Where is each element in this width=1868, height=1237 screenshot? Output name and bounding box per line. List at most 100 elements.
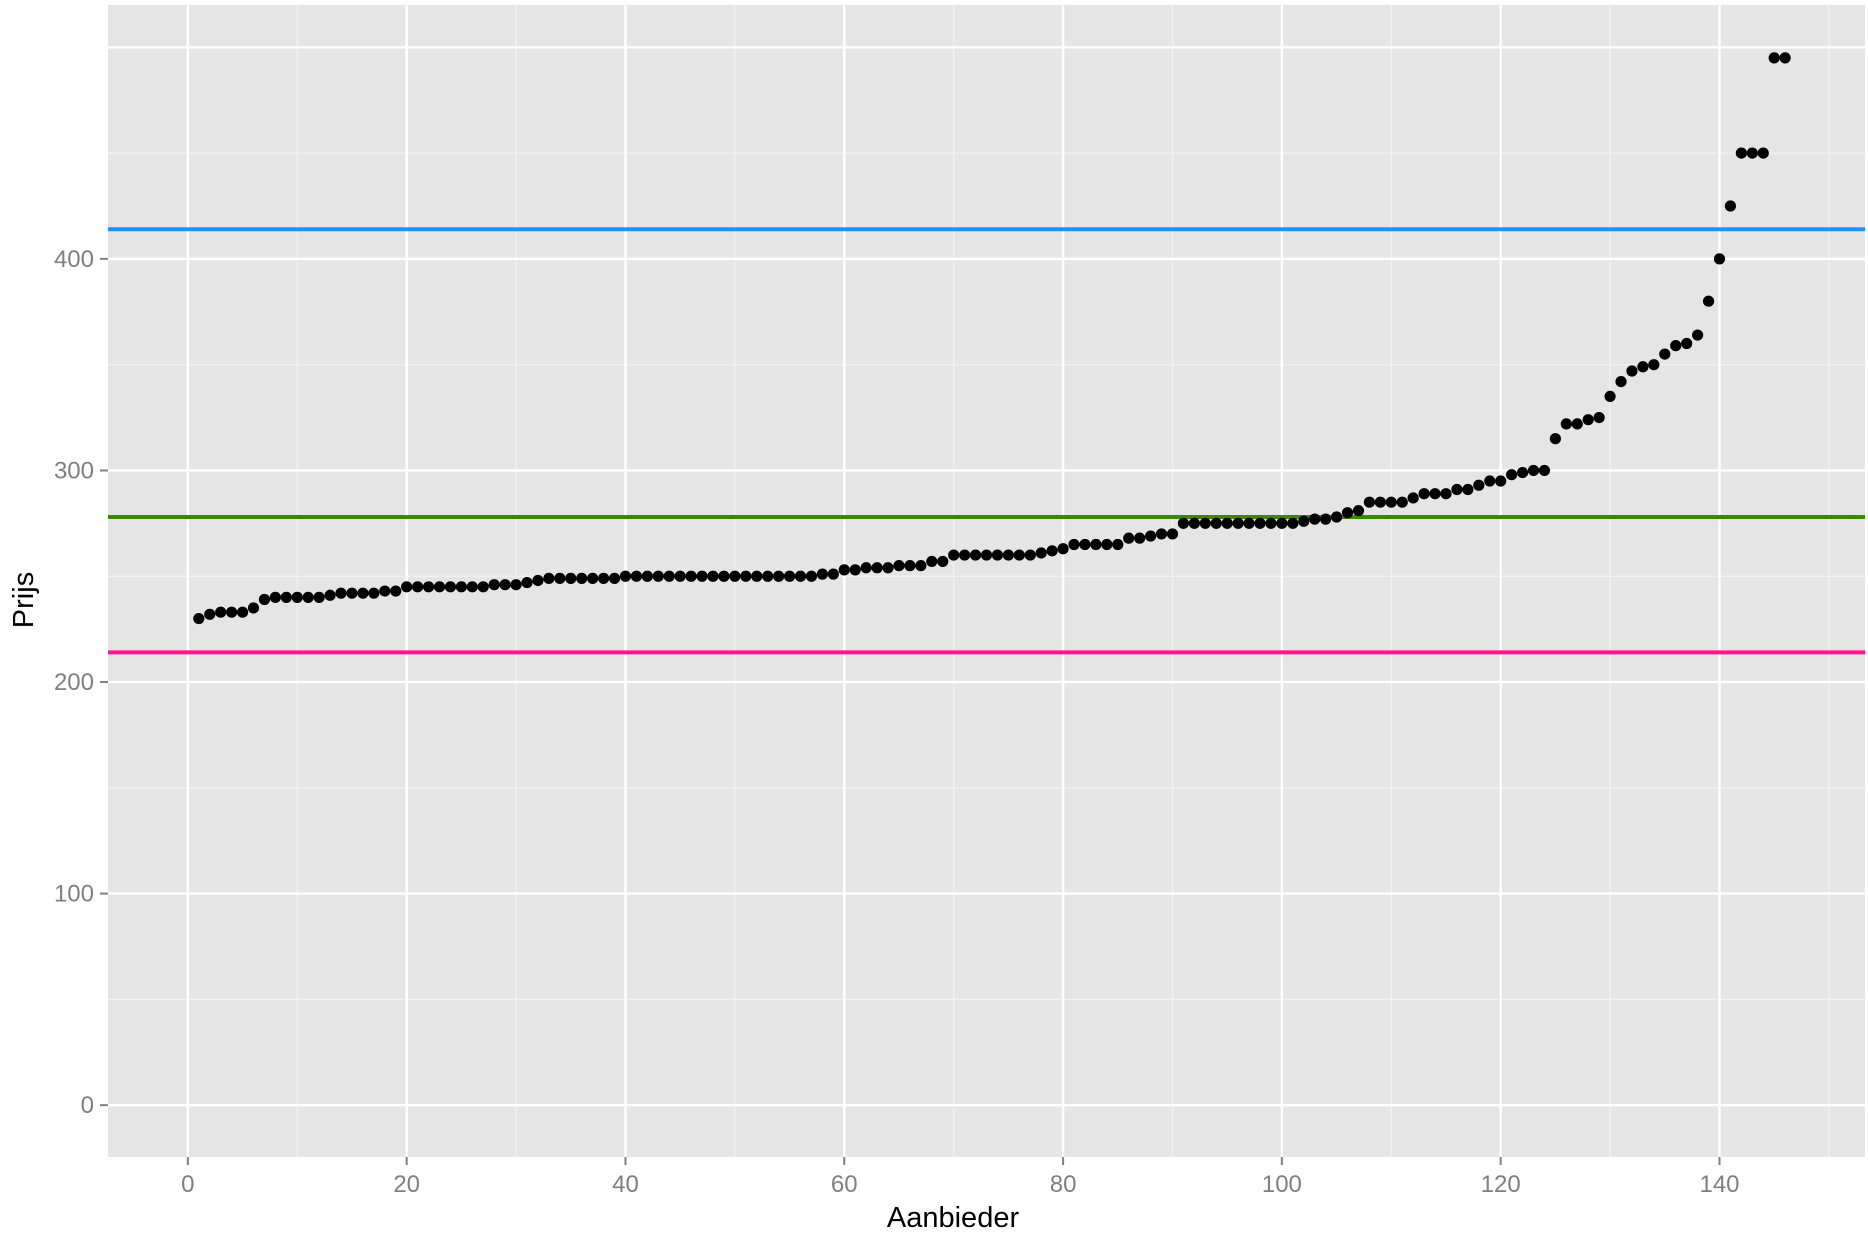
- data-point: [1210, 517, 1222, 529]
- data-point: [193, 612, 205, 625]
- y-tick-label: 200: [54, 669, 94, 696]
- data-point: [1713, 253, 1726, 265]
- data-point: [827, 568, 839, 580]
- y-tick-label: 0: [81, 1092, 94, 1119]
- y-tick-label: 400: [54, 246, 94, 273]
- x-tick-label: 60: [831, 1171, 858, 1198]
- data-point: [674, 570, 686, 582]
- data-point: [860, 562, 872, 574]
- data-point: [1418, 488, 1430, 500]
- data-points: [193, 52, 1791, 625]
- data-point: [1002, 549, 1014, 561]
- x-tick-label: 0: [181, 1171, 194, 1198]
- data-point: [1506, 469, 1518, 481]
- data-point: [357, 587, 369, 599]
- data-point: [1735, 147, 1747, 159]
- data-point: [258, 593, 271, 606]
- data-point: [751, 570, 763, 582]
- data-point: [422, 581, 435, 593]
- data-point: [608, 572, 621, 584]
- data-point: [1659, 348, 1671, 360]
- data-point: [882, 562, 894, 574]
- data-point: [1320, 513, 1332, 525]
- data-point: [630, 570, 643, 582]
- data-point: [565, 572, 577, 584]
- data-point: [1265, 517, 1277, 529]
- data-point: [991, 549, 1004, 561]
- data-point: [1232, 517, 1244, 529]
- data-point: [401, 581, 413, 593]
- data-point: [1768, 52, 1780, 64]
- data-point: [455, 581, 467, 593]
- data-point: [1615, 375, 1627, 388]
- data-point: [1746, 147, 1758, 159]
- data-point: [1024, 549, 1036, 561]
- data-point: [226, 606, 238, 618]
- data-point: [762, 570, 774, 582]
- data-point: [1123, 532, 1135, 544]
- plot-panel: [108, 5, 1865, 1157]
- data-point: [1145, 530, 1157, 542]
- data-point: [838, 564, 850, 576]
- data-point: [718, 570, 730, 582]
- data-point: [521, 576, 533, 589]
- x-axis-title: Aanbieder: [887, 1202, 1020, 1234]
- data-point: [1243, 517, 1255, 529]
- data-point: [1013, 549, 1025, 561]
- data-point: [1757, 147, 1769, 159]
- x-tick-label: 80: [1050, 1171, 1077, 1198]
- data-point: [1199, 517, 1211, 529]
- data-point: [1396, 496, 1408, 508]
- data-point: [805, 570, 818, 582]
- data-point: [1670, 340, 1682, 352]
- data-point: [1648, 359, 1660, 371]
- data-point: [1090, 538, 1102, 551]
- data-point: [204, 608, 216, 620]
- data-point: [280, 591, 292, 603]
- data-point: [368, 587, 380, 599]
- data-point: [379, 585, 391, 597]
- major-grid: [108, 5, 1865, 1157]
- y-axis-title: Prijs: [8, 572, 40, 628]
- data-point: [652, 570, 664, 582]
- data-point: [313, 591, 325, 603]
- data-point: [696, 570, 708, 582]
- data-point: [1046, 545, 1058, 557]
- data-point: [1779, 52, 1791, 64]
- data-point: [532, 574, 544, 587]
- data-point: [1287, 517, 1299, 529]
- x-tick-label: 20: [393, 1171, 420, 1198]
- data-point: [444, 581, 457, 593]
- y-axis-ticks: 0 100 200 300 400: [54, 246, 108, 1119]
- data-point: [1593, 411, 1605, 424]
- data-point: [510, 579, 522, 591]
- y-tick-label: 100: [54, 881, 94, 908]
- data-point: [1352, 505, 1365, 517]
- data-point: [816, 568, 828, 580]
- data-point: [1068, 538, 1080, 551]
- data-point: [324, 589, 336, 601]
- data-point: [893, 560, 905, 572]
- minor-grid: [108, 5, 1865, 1157]
- data-point: [335, 587, 347, 599]
- data-point: [1560, 418, 1572, 430]
- data-point: [740, 570, 752, 582]
- data-point: [729, 570, 741, 582]
- data-point: [1407, 492, 1419, 504]
- data-point: [1134, 532, 1146, 544]
- x-tick-label: 120: [1481, 1171, 1521, 1198]
- data-point: [1724, 200, 1737, 212]
- data-point: [302, 591, 314, 603]
- data-point: [783, 570, 796, 582]
- data-point: [1681, 337, 1693, 350]
- data-point: [597, 572, 610, 584]
- data-point: [1495, 475, 1507, 487]
- data-point: [477, 581, 489, 593]
- data-point: [948, 549, 960, 561]
- data-point: [959, 549, 971, 561]
- data-point: [215, 606, 227, 618]
- data-point: [1298, 515, 1310, 527]
- data-point: [1057, 543, 1069, 555]
- data-point: [1112, 538, 1124, 551]
